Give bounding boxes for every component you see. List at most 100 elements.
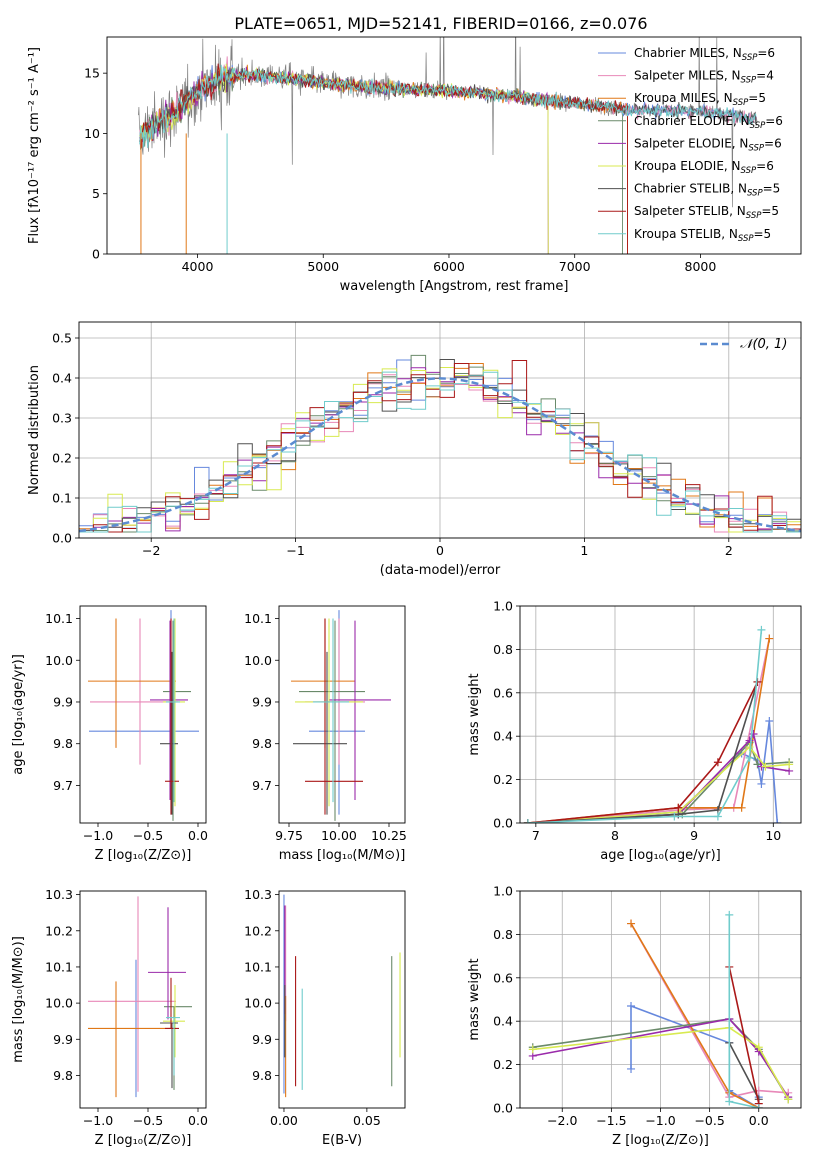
y-tick-label: 10.2 <box>45 923 73 938</box>
y-tick-label: 10.0 <box>244 653 272 668</box>
y-tick-label: 5 <box>92 186 100 201</box>
axes-frame <box>519 890 802 1109</box>
y-tick-label: 9.8 <box>53 736 73 751</box>
y-tick-label: 0.3 <box>52 411 72 426</box>
residual-histogram <box>79 371 801 533</box>
panel-mass-vs-Z: −1.0 −0.5 0.0 9.8 9.9 10.0 10.1 10.2 10.3 Z [log₁… <box>11 887 208 1148</box>
x-axis-label: age [log₁₀(age/yr)] <box>600 848 721 863</box>
mass-weight-line <box>527 681 759 823</box>
mass-weight-marker <box>627 1064 636 1073</box>
plot-area <box>88 896 192 1098</box>
y-axis-label: mass [log₁₀(M/M⊙)] <box>11 936 26 1063</box>
panel-residuals: −2 −1 0 1 2 0.0 0.1 0.2 0.3 0.4 0.5 (data-model)/er… <box>27 321 802 578</box>
mass-weight-marker <box>737 803 746 812</box>
x-tick-label: −1.0 <box>83 828 113 843</box>
x-tick-label: −0.5 <box>133 1113 163 1128</box>
x-axis-label: mass [log₁₀(M/M⊙)] <box>279 848 406 863</box>
figure-title: PLATE=0651, MJD=52141, FIBERID=0166, z=0… <box>234 14 647 33</box>
plot-area <box>138 37 758 254</box>
y-tick-label: 0.1 <box>52 491 72 506</box>
panel-age-vs-mass: 9.75 10.00 10.25 9.7 9.8 9.9 10.0 10.1 mass [log… <box>244 605 407 863</box>
y-tick-label: 10.1 <box>45 959 73 974</box>
plot-area <box>88 610 199 821</box>
plot-area <box>283 894 401 1098</box>
mass-weight-marker <box>627 1002 636 1011</box>
x-tick-label: 0.05 <box>353 1113 381 1128</box>
x-tick-label: 2 <box>725 543 733 558</box>
y-tick-label: 10 <box>84 126 100 141</box>
y-tick-label: 9.9 <box>252 694 272 709</box>
y-tick-label: 0.4 <box>493 729 513 744</box>
x-tick-label: 6000 <box>433 259 465 274</box>
legend-label: Chabrier ELODIE, NSSP=6 <box>634 114 783 131</box>
mass-weight-marker <box>773 819 782 823</box>
x-tick-label: 8 <box>611 828 619 843</box>
x-tick-label: −2.0 <box>547 1113 577 1128</box>
y-tick-label: 0.2 <box>52 451 72 466</box>
x-tick-label: 10 <box>765 828 781 843</box>
x-axis-label: Z [log₁₀(Z/Z⊙)] <box>95 848 192 863</box>
mass-weight-marker <box>670 812 679 821</box>
y-tick-label: 9.9 <box>53 694 73 709</box>
mass-weight-marker <box>713 758 722 767</box>
y-tick-label: 10.1 <box>244 611 272 626</box>
y-tick-label: 10.0 <box>244 996 272 1011</box>
axes-frame <box>79 890 207 1109</box>
x-tick-label: 7 <box>532 828 540 843</box>
x-tick-label: 0.0 <box>188 1113 208 1128</box>
y-tick-label: 0.5 <box>52 331 72 346</box>
x-axis-label: wavelength [Angstrom, rest frame] <box>340 279 569 294</box>
panel-age-vs-Z: −1.0 −0.5 0.0 9.7 9.8 9.9 10.0 10.1 Z [log₁₀(Z/Z… <box>11 605 208 863</box>
mass-weight-marker <box>784 1095 793 1104</box>
x-tick-label: 9.75 <box>275 828 303 843</box>
mass-weight-marker <box>745 753 754 762</box>
plot-area <box>291 610 391 821</box>
x-axis-label: E(B-V) <box>322 1133 362 1148</box>
mass-weight-marker <box>523 819 532 823</box>
model-spectrum-line <box>139 63 628 254</box>
mass-weight-marker <box>754 1104 763 1108</box>
x-tick-label: −1 <box>286 543 304 558</box>
y-axis-label: age [log₁₀(age/yr)] <box>11 654 26 775</box>
mass-weight-marker <box>754 1043 763 1052</box>
y-tick-label: 10.3 <box>45 887 73 902</box>
y-tick-label: 9.8 <box>252 736 272 751</box>
y-tick-label: 10.0 <box>45 653 73 668</box>
x-tick-label: −1.0 <box>645 1113 675 1128</box>
x-tick-label: 7000 <box>559 259 591 274</box>
y-tick-label: 10.3 <box>244 887 272 902</box>
plot-area <box>79 322 801 538</box>
model-spectrum-line <box>139 64 757 149</box>
panel-spectrum: 4000 5000 6000 7000 8000 0 5 10 15 wavelength [An… <box>27 36 802 294</box>
axes-frame <box>78 321 802 539</box>
mass-weight-marker <box>757 779 766 788</box>
panel-mass-vs-EBV: 0.00 0.05 9.8 9.9 10.0 10.1 10.2 10.3 E(B-V) <box>244 887 406 1148</box>
y-tick-label: 9.7 <box>252 778 272 793</box>
y-tick-label: 9.9 <box>252 1032 272 1047</box>
gaussian-curve <box>79 377 801 533</box>
x-tick-label: 0 <box>436 543 444 558</box>
y-tick-label: 0.0 <box>493 1101 513 1116</box>
y-tick-label: 0.4 <box>493 1014 513 1029</box>
x-tick-label: −0.5 <box>133 828 163 843</box>
y-tick-label: 0.6 <box>493 685 513 700</box>
x-tick-label: 1 <box>580 543 588 558</box>
y-tick-label: 9.8 <box>252 1068 272 1083</box>
mass-weight-marker <box>785 760 794 769</box>
x-axis-label: (data-model)/error <box>380 563 501 578</box>
y-tick-label: 1.0 <box>493 884 513 899</box>
mass-weight-marker <box>627 919 636 928</box>
axes-frame <box>519 605 802 824</box>
x-tick-label: 10.25 <box>371 828 407 843</box>
axes-frame <box>106 36 802 255</box>
spectrum-legend: Chabrier MILES, NSSP=6 Salpeter MILES, NS… <box>598 46 783 244</box>
panel-weight-vs-age: 7 8 9 10 0.0 0.2 0.4 0.6 0.8 1.0 age [log₁₀(age/yr… <box>467 599 802 863</box>
x-tick-label: 4000 <box>182 259 214 274</box>
y-tick-label: 0.8 <box>493 927 513 942</box>
mass-weight-marker <box>765 634 774 643</box>
y-tick-label: 0 <box>92 247 100 262</box>
mass-weight-marker <box>713 812 722 821</box>
x-tick-label: 5000 <box>307 259 339 274</box>
y-tick-label: 1.0 <box>493 599 513 614</box>
